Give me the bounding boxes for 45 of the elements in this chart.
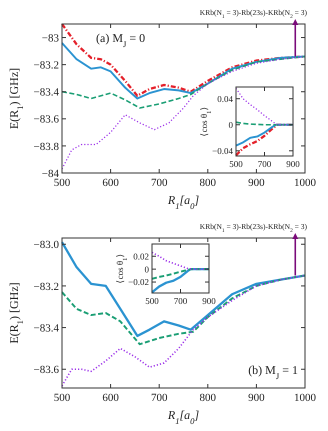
- line-series: [60, 241, 306, 338]
- y-tick-label: −83.4: [34, 322, 60, 334]
- y-tick-label: −83.2: [34, 280, 59, 293]
- x-tick-label: 900: [202, 296, 216, 306]
- y-tick-label: −83: [42, 32, 60, 44]
- y-tick-label: −83.6: [34, 114, 60, 126]
- x-tick-label: 900: [248, 392, 266, 404]
- line-series: [151, 252, 210, 270]
- y-tick-label: 0.02: [133, 251, 149, 262]
- x-tick-label: 1000: [294, 392, 316, 404]
- x-tick-label: 600: [102, 177, 120, 189]
- annotation: (a) M$_{J}$ = 0: [96, 31, 146, 49]
- x-tick-label: 700: [258, 159, 272, 169]
- x-tick-label: 900: [286, 159, 300, 169]
- y-tick-label: −83.8: [34, 140, 60, 153]
- y-tick-label: −83.6: [34, 364, 60, 376]
- line-series: [151, 268, 210, 280]
- x-axis-title: R$_{1}$[a$_{0}$]: [166, 408, 200, 426]
- x-tick-label: 500: [229, 159, 244, 169]
- line-series: [150, 268, 210, 294]
- line-series: [235, 88, 294, 126]
- x-tick-label: 500: [54, 392, 71, 404]
- y-tick-label: 0.04: [217, 94, 234, 104]
- x-tick-label: 500: [54, 177, 71, 189]
- y-tick-label: −83.4: [34, 86, 60, 99]
- line-series: [234, 124, 294, 156]
- y-tick-label: −0.04: [212, 146, 234, 156]
- x-tick-label: 700: [174, 296, 188, 306]
- y-tick-label: 0: [228, 120, 234, 130]
- y-tick-label: 0: [144, 264, 150, 274]
- x-tick-label: 700: [150, 177, 168, 189]
- y-tick-label: −83.0: [34, 239, 60, 252]
- x-tick-label: 800: [200, 392, 217, 404]
- x-tick-label: 1000: [294, 177, 316, 189]
- line-series: [61, 56, 306, 109]
- x-tick-label: 700: [150, 392, 168, 404]
- x-tick-label: 500: [145, 296, 160, 306]
- y-tick-label: −0.02: [128, 277, 149, 288]
- x-tick-label: 600: [102, 392, 120, 404]
- x-tick-label: 800: [200, 177, 217, 189]
- y-tick-label: −84: [42, 168, 60, 180]
- x-tick-label: 900: [248, 177, 266, 189]
- annotation: (b) M$_{J}$ = 1: [248, 363, 298, 381]
- x-axis-title: R$_{1}$[a$_{0}$]: [166, 193, 200, 211]
- y-tick-label: −83.2: [34, 59, 59, 72]
